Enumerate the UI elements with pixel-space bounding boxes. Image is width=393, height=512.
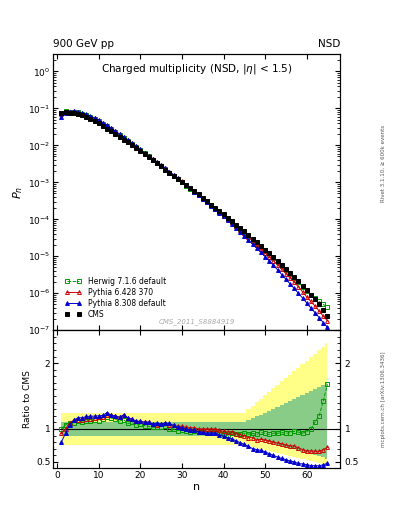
- CMS: [59, 110, 64, 116]
- CMS: [292, 274, 297, 281]
- Pythia 8.308 default: [325, 324, 330, 330]
- Herwig 7.1.6 default: [63, 108, 68, 114]
- Pythia 8.308 default: [142, 150, 147, 156]
- Herwig 7.1.6 default: [317, 298, 321, 305]
- Pythia 6.428 370: [317, 308, 321, 314]
- Y-axis label: $P_n$: $P_n$: [11, 185, 25, 199]
- Herwig 7.1.6 default: [292, 275, 297, 281]
- Pythia 8.308 default: [292, 285, 297, 291]
- CMS: [325, 312, 330, 318]
- CMS: [63, 109, 68, 115]
- Pythia 8.308 default: [125, 137, 130, 143]
- Line: Pythia 6.428 370: Pythia 6.428 370: [59, 109, 329, 323]
- Pythia 6.428 370: [175, 175, 180, 181]
- Herwig 7.1.6 default: [142, 150, 147, 156]
- Herwig 7.1.6 default: [175, 176, 180, 182]
- CMS: [317, 302, 321, 308]
- Legend: Herwig 7.1.6 default, Pythia 6.428 370, Pythia 8.308 default, CMS: Herwig 7.1.6 default, Pythia 6.428 370, …: [62, 274, 168, 321]
- CMS: [142, 151, 147, 157]
- Herwig 7.1.6 default: [125, 138, 130, 144]
- Text: Charged multiplicity (NSD, $|\eta|$ < 1.5): Charged multiplicity (NSD, $|\eta|$ < 1.…: [101, 62, 292, 76]
- Pythia 8.308 default: [175, 175, 180, 181]
- Pythia 8.308 default: [317, 314, 321, 321]
- Text: 900 GeV pp: 900 GeV pp: [53, 38, 114, 49]
- Text: NSD: NSD: [318, 38, 340, 49]
- CMS: [125, 139, 130, 145]
- Herwig 7.1.6 default: [325, 304, 330, 310]
- Herwig 7.1.6 default: [59, 110, 64, 116]
- Text: mcplots.cern.ch [arXiv:1306.3436]: mcplots.cern.ch [arXiv:1306.3436]: [381, 352, 386, 447]
- CMS: [200, 195, 205, 201]
- Pythia 6.428 370: [72, 108, 76, 114]
- Herwig 7.1.6 default: [200, 196, 205, 202]
- Pythia 8.308 default: [72, 108, 76, 114]
- Pythia 6.428 370: [125, 137, 130, 143]
- Text: CMS_2011_S8884919: CMS_2011_S8884919: [158, 318, 235, 325]
- Text: Rivet 3.1.10, ≥ 600k events: Rivet 3.1.10, ≥ 600k events: [381, 125, 386, 202]
- Pythia 6.428 370: [142, 150, 147, 156]
- Line: CMS: CMS: [59, 110, 330, 318]
- Line: Herwig 7.1.6 default: Herwig 7.1.6 default: [59, 109, 329, 309]
- Pythia 8.308 default: [200, 196, 205, 202]
- Pythia 6.428 370: [59, 111, 64, 117]
- Line: Pythia 8.308 default: Pythia 8.308 default: [59, 109, 329, 329]
- Pythia 6.428 370: [292, 279, 297, 285]
- X-axis label: n: n: [193, 482, 200, 492]
- Y-axis label: Ratio to CMS: Ratio to CMS: [23, 370, 32, 429]
- Pythia 6.428 370: [200, 195, 205, 201]
- Pythia 8.308 default: [59, 114, 64, 120]
- CMS: [175, 176, 180, 182]
- Pythia 6.428 370: [325, 318, 330, 324]
